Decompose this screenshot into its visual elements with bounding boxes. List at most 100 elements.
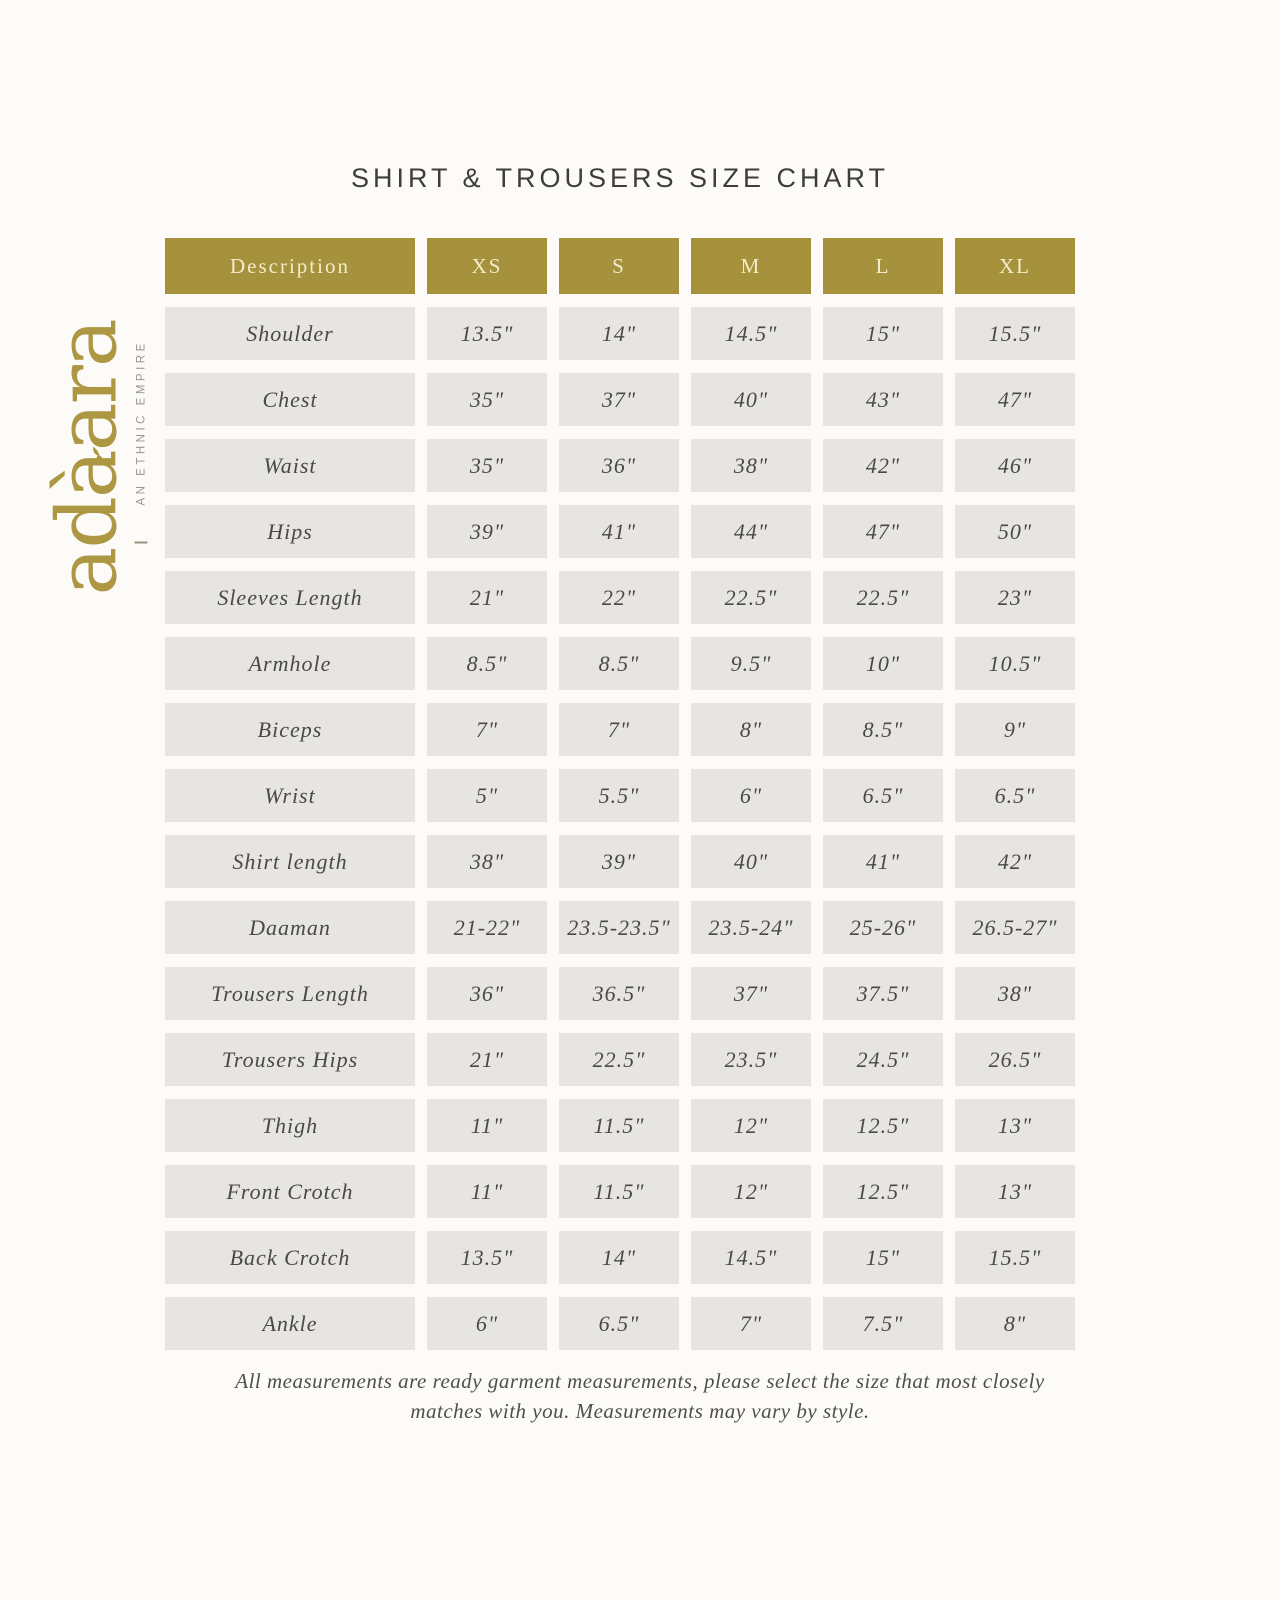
size-cell: 15.5": [955, 307, 1075, 360]
size-cell: 23.5-24": [691, 901, 811, 954]
size-cell: 10.5": [955, 637, 1075, 690]
size-cell: 7": [691, 1297, 811, 1350]
size-cell: 8": [691, 703, 811, 756]
size-cell: 38": [955, 967, 1075, 1020]
size-cell: 39": [427, 505, 547, 558]
size-cell: 38": [691, 439, 811, 492]
size-cell: 8.5": [823, 703, 943, 756]
size-cell: 7.5": [823, 1297, 943, 1350]
size-cell: 23": [955, 571, 1075, 624]
size-cell: 22.5": [823, 571, 943, 624]
row-label-shirt-length: Shirt length: [165, 835, 415, 888]
row-label-shoulder: Shoulder: [165, 307, 415, 360]
size-cell: 13": [955, 1165, 1075, 1218]
size-cell: 47": [955, 373, 1075, 426]
size-cell: 10": [823, 637, 943, 690]
size-cell: 44": [691, 505, 811, 558]
row-label-chest: Chest: [165, 373, 415, 426]
size-cell: 21": [427, 1033, 547, 1086]
row-label-waist: Waist: [165, 439, 415, 492]
size-cell: 38": [427, 835, 547, 888]
row-label-armhole: Armhole: [165, 637, 415, 690]
size-cell: 9": [955, 703, 1075, 756]
size-cell: 12.5": [823, 1165, 943, 1218]
size-cell: 42": [955, 835, 1075, 888]
size-cell: 43": [823, 373, 943, 426]
size-cell: 8": [955, 1297, 1075, 1350]
size-cell: 22.5": [691, 571, 811, 624]
page-title: SHIRT & TROUSERS SIZE CHART: [350, 163, 890, 193]
row-label-back-crotch: Back Crotch: [165, 1231, 415, 1284]
size-cell: 37.5": [823, 967, 943, 1020]
brand-logo: adàara AN ETHNIC EMPIRE: [41, 276, 160, 596]
size-cell: 14": [559, 1231, 679, 1284]
row-label-front-crotch: Front Crotch: [165, 1165, 415, 1218]
size-cell: 8.5": [427, 637, 547, 690]
row-label-biceps: Biceps: [165, 703, 415, 756]
size-cell: 40": [691, 835, 811, 888]
size-cell: 15.5": [955, 1231, 1075, 1284]
size-cell: 6.5": [955, 769, 1075, 822]
size-cell: 15": [823, 1231, 943, 1284]
size-cell: 15": [823, 307, 943, 360]
size-chart-table: Description XS S M L XL Shoulder 13.5" 1…: [165, 238, 1075, 1350]
size-cell: 14.5": [691, 307, 811, 360]
size-cell: 8.5": [559, 637, 679, 690]
col-header-l: L: [823, 238, 943, 294]
size-cell: 12": [691, 1099, 811, 1152]
size-cell: 35": [427, 373, 547, 426]
size-cell: 35": [427, 439, 547, 492]
row-label-trousers-hips: Trousers Hips: [165, 1033, 415, 1086]
size-cell: 7": [559, 703, 679, 756]
size-cell: 11.5": [559, 1165, 679, 1218]
size-cell: 6.5": [823, 769, 943, 822]
size-cell: 26.5": [955, 1033, 1075, 1086]
size-cell: 23.5-23.5": [559, 901, 679, 954]
brand-tagline-row: AN ETHNIC EMPIRE: [134, 276, 148, 544]
size-cell: 46": [955, 439, 1075, 492]
col-header-xs: XS: [427, 238, 547, 294]
tagline-rule: [134, 541, 148, 544]
brand-tagline: AN ETHNIC EMPIRE: [135, 340, 147, 506]
size-cell: 42": [823, 439, 943, 492]
size-cell: 22": [559, 571, 679, 624]
size-cell: 13.5": [427, 1231, 547, 1284]
brand-name: adàara: [41, 276, 136, 595]
size-cell: 13": [955, 1099, 1075, 1152]
size-cell: 36": [559, 439, 679, 492]
size-cell: 6.5": [559, 1297, 679, 1350]
size-cell: 25-26": [823, 901, 943, 954]
col-header-description: Description: [165, 238, 415, 294]
row-label-daaman: Daaman: [165, 901, 415, 954]
size-cell: 11": [427, 1099, 547, 1152]
size-cell: 11.5": [559, 1099, 679, 1152]
size-cell: 36.5": [559, 967, 679, 1020]
size-cell: 21-22": [427, 901, 547, 954]
row-label-ankle: Ankle: [165, 1297, 415, 1350]
size-cell: 47": [823, 505, 943, 558]
measurement-disclaimer: All measurements are ready garment measu…: [235, 1369, 1045, 1424]
size-cell: 36": [427, 967, 547, 1020]
size-cell: 37": [559, 373, 679, 426]
size-cell: 6": [427, 1297, 547, 1350]
size-cell: 14.5": [691, 1231, 811, 1284]
bird-ornament-icon: [37, 446, 125, 468]
size-cell: 5.5": [559, 769, 679, 822]
row-label-thigh: Thigh: [165, 1099, 415, 1152]
col-header-s: S: [559, 238, 679, 294]
size-cell: 6": [691, 769, 811, 822]
size-cell: 23.5": [691, 1033, 811, 1086]
size-cell: 12.5": [823, 1099, 943, 1152]
col-header-m: M: [691, 238, 811, 294]
size-cell: 12": [691, 1165, 811, 1218]
row-label-wrist: Wrist: [165, 769, 415, 822]
size-cell: 7": [427, 703, 547, 756]
size-cell: 41": [559, 505, 679, 558]
size-cell: 9.5": [691, 637, 811, 690]
size-cell: 11": [427, 1165, 547, 1218]
size-cell: 40": [691, 373, 811, 426]
size-cell: 50": [955, 505, 1075, 558]
row-label-trousers-length: Trousers Length: [165, 967, 415, 1020]
size-cell: 14": [559, 307, 679, 360]
size-cell: 22.5": [559, 1033, 679, 1086]
